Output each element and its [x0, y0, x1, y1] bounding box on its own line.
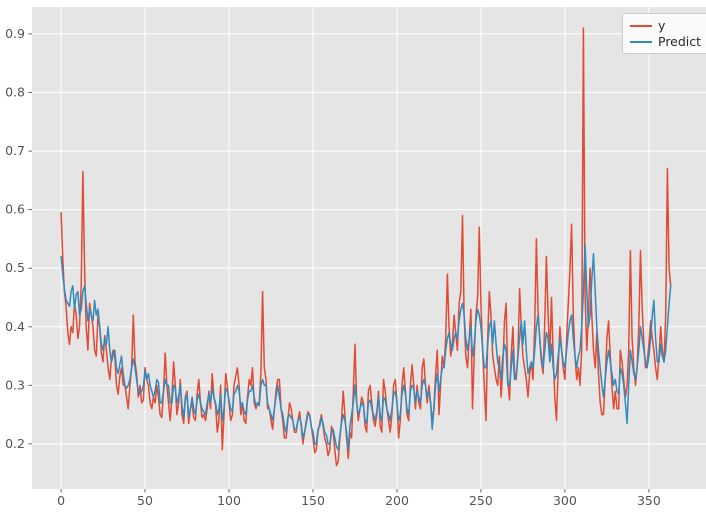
y-tick-label: 0.4	[5, 319, 25, 334]
y-tick-label: 0.5	[5, 260, 25, 275]
gridlines	[32, 7, 706, 489]
x-tick-label: 350	[637, 493, 661, 508]
x-tick-label: 150	[301, 493, 325, 508]
y-tick-label: 0.2	[5, 436, 25, 451]
legend-label-predict: Predict	[658, 34, 702, 49]
series-line-predict	[60, 244, 672, 451]
y-tick-label: 0.6	[5, 202, 25, 217]
legend-line-swatch-y	[630, 24, 652, 27]
series-line-y	[60, 27, 672, 467]
x-tick-label: 50	[137, 493, 153, 508]
y-tick-label: 0.8	[5, 85, 25, 100]
x-tick-label: 100	[217, 493, 241, 508]
y-tick-label: 0.7	[5, 143, 25, 158]
x-tick-label: 250	[469, 493, 493, 508]
x-tick-label: 0	[57, 493, 65, 508]
y-tick-label: 0.9	[5, 26, 25, 41]
series-lines	[60, 27, 672, 467]
plot-background	[32, 7, 706, 489]
x-tick-label: 200	[385, 493, 409, 508]
legend-item-y: y	[630, 19, 701, 32]
x-tick-label: 300	[553, 493, 577, 508]
legend-label-y: y	[658, 18, 666, 33]
axis-ticks: 0 50 100 150 200 250 300 350 0.2 0.3 0.4 0.5 0.6 0.7 0…	[5, 26, 661, 508]
legend-item-predict: Predict	[630, 35, 701, 48]
legend-line-swatch-predict	[630, 40, 652, 43]
legend: y Predict	[622, 13, 706, 54]
y-tick-label: 0.3	[5, 377, 25, 392]
